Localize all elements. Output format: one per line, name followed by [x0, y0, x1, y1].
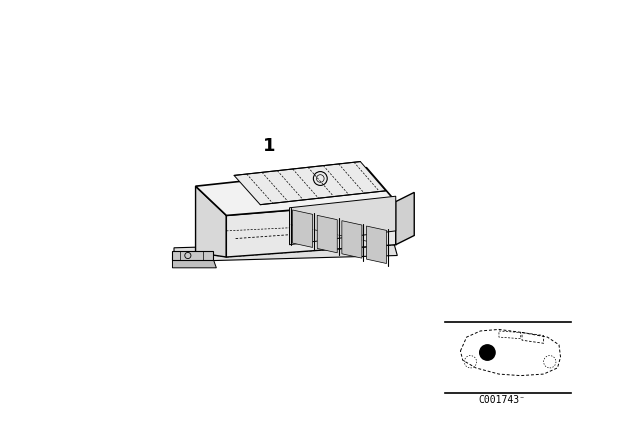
Polygon shape — [289, 196, 396, 245]
Polygon shape — [342, 221, 362, 258]
Polygon shape — [292, 210, 312, 247]
Polygon shape — [317, 215, 337, 253]
Polygon shape — [367, 226, 387, 263]
Polygon shape — [174, 241, 397, 262]
Polygon shape — [172, 251, 212, 260]
Polygon shape — [234, 162, 386, 205]
Text: C001743⁻: C001743⁻ — [479, 395, 525, 405]
Polygon shape — [227, 202, 396, 257]
Polygon shape — [196, 168, 396, 215]
Polygon shape — [396, 192, 414, 245]
Polygon shape — [196, 186, 227, 257]
Circle shape — [480, 345, 495, 360]
Polygon shape — [172, 257, 216, 268]
Text: 1: 1 — [262, 137, 275, 155]
